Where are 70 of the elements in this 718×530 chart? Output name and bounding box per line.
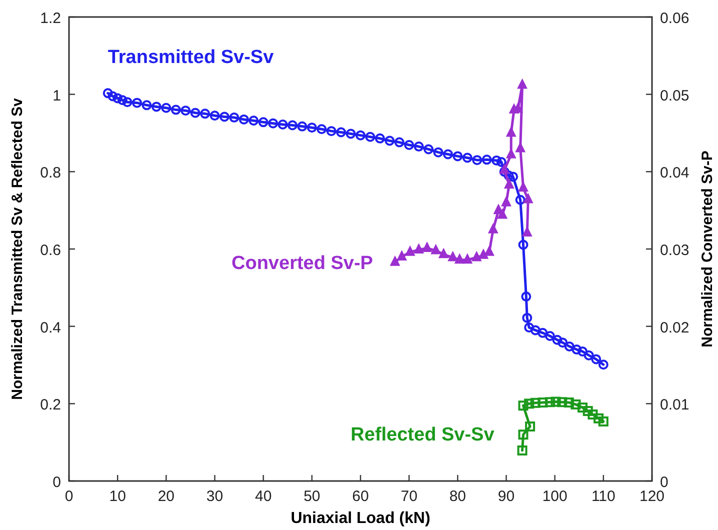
point — [550, 396, 561, 407]
point — [502, 196, 511, 206]
point — [518, 430, 528, 440]
y-axis-title: Normalized Transmitted Sv & Reflected Sv — [9, 97, 26, 400]
y2-tick-label: 0.03 — [660, 242, 690, 259]
y2-tick-label: 0.06 — [660, 10, 690, 27]
point — [524, 398, 534, 409]
point — [454, 254, 464, 264]
x-tick-label: 20 — [158, 488, 175, 505]
point — [570, 399, 581, 410]
point — [598, 416, 608, 426]
point — [472, 252, 482, 262]
point — [578, 402, 588, 413]
y2-tick-label: 0.01 — [660, 396, 690, 414]
point — [397, 250, 407, 260]
x-tick-label: 50 — [304, 488, 320, 505]
point — [530, 398, 540, 408]
point — [518, 182, 528, 192]
point — [518, 79, 528, 89]
series-label: Reflected Sv-Sv — [350, 424, 495, 446]
point — [518, 400, 528, 411]
point — [517, 445, 528, 456]
point — [414, 244, 424, 254]
y2-tick-label: 0 — [660, 474, 668, 491]
y-tick-label: 0 — [52, 474, 61, 491]
point — [462, 254, 472, 264]
point — [506, 148, 516, 158]
point — [405, 246, 415, 256]
point — [506, 127, 516, 137]
series-label: Transmitted Sv-Sv — [108, 47, 274, 68]
x-axis-title: Uniaxial Load (kN) — [290, 510, 430, 527]
x-tick-label: 90 — [498, 488, 515, 505]
x-tick-label: 40 — [254, 488, 272, 505]
y-tick-label: 0.4 — [40, 319, 61, 336]
x-tick-label: 70 — [400, 488, 418, 505]
point — [504, 179, 514, 189]
x-tick-label: 0 — [64, 488, 74, 505]
point — [522, 227, 532, 237]
x-tick-label: 120 — [639, 488, 665, 505]
series-label: Converted Sv-P — [232, 253, 374, 274]
point — [523, 194, 533, 204]
x-tick-label: 110 — [591, 488, 616, 505]
y2-tick-label: 0.05 — [660, 87, 690, 104]
point — [438, 248, 448, 258]
point — [488, 224, 498, 234]
point — [516, 142, 526, 152]
point — [594, 413, 604, 424]
x-tick-label: 30 — [206, 488, 224, 505]
point — [390, 256, 400, 266]
x-tick-label: 80 — [449, 488, 466, 505]
point — [484, 246, 494, 256]
y2-tick-label: 0.02 — [660, 319, 690, 336]
x-tick-label: 60 — [352, 488, 369, 505]
x-tick-label: 100 — [542, 488, 568, 505]
y-tick-label: 0.2 — [40, 396, 61, 414]
y2-axis-title: Normalized Converted Sv-P — [699, 150, 716, 348]
y-tick-label: 1.2 — [40, 10, 61, 27]
y-tick-label: 1 — [52, 87, 61, 104]
y-tick-label: 0.8 — [40, 164, 61, 182]
point — [431, 244, 441, 254]
point — [422, 242, 432, 252]
y-tick-label: 0.6 — [40, 242, 61, 259]
point — [500, 164, 510, 174]
x-tick-label: 10 — [109, 488, 126, 505]
point — [588, 409, 598, 420]
point — [448, 252, 458, 262]
point — [525, 421, 536, 432]
point — [582, 406, 593, 416]
y2-tick-label: 0.04 — [660, 164, 690, 182]
point — [498, 209, 508, 219]
